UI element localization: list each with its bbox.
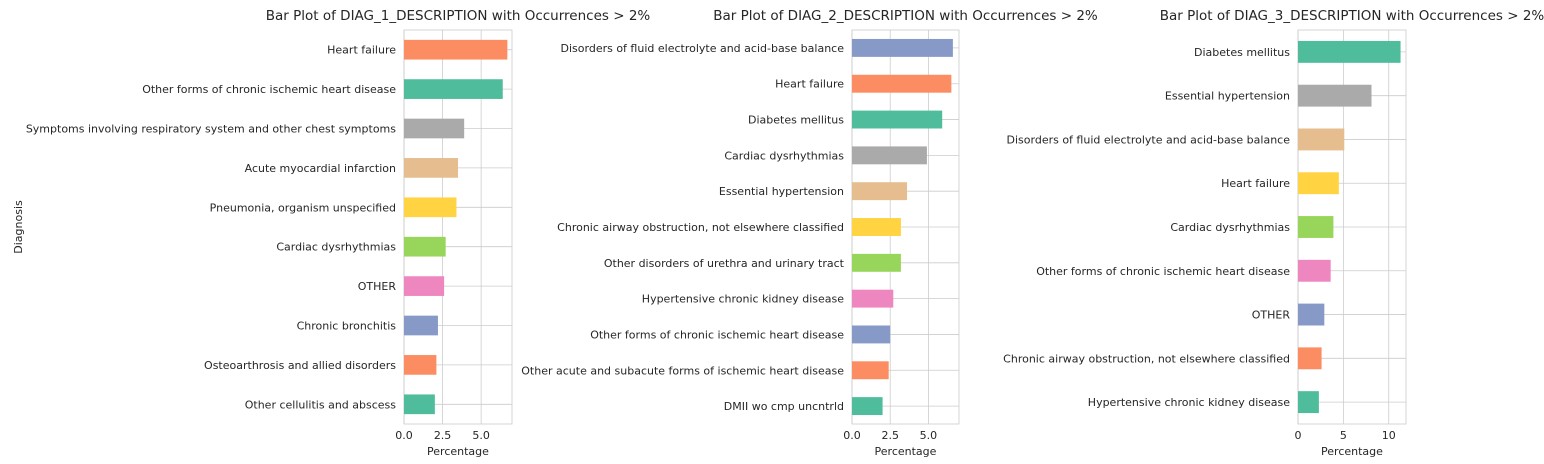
chart-title: Bar Plot of DIAG_2_DESCRIPTION with Occu… [713,8,1098,24]
category-label: Other forms of chronic ischemic heart di… [590,328,844,341]
x-tick-label: 2.5 [881,429,899,442]
category-label: Other cellulitis and abscess [245,398,397,411]
x-tick-label: 0.0 [395,429,413,442]
bar [852,110,943,129]
category-label: Chronic airway obstruction, not elsewher… [557,221,844,234]
bar [852,74,952,93]
category-label: Essential hypertension [719,185,844,198]
category-label: Heart failure [327,44,396,57]
x-tick-label: 5.0 [920,429,938,442]
bar [1298,259,1331,282]
category-label: Hypertensive chronic kidney disease [642,293,844,306]
bar [852,218,901,236]
bar [852,38,953,57]
bar [404,315,438,336]
category-label: Cardiac dysrhythmias [1170,221,1290,234]
x-axis-label: Percentage [427,445,489,458]
category-label: Acute myocardial infarction [245,162,396,175]
category-label: Hypertensive chronic kidney disease [1088,396,1290,409]
category-label: Disorders of fluid electrolyte and acid-… [561,42,845,55]
x-axis-label: Percentage [875,445,937,458]
bar [404,79,503,99]
x-tick-label: 0.0 [843,429,861,442]
bar [1298,128,1345,151]
category-label: Disorders of fluid electrolyte and acid-… [1007,133,1291,146]
x-tick-label: 10 [1382,429,1396,442]
bar [404,39,508,60]
bar-chart-3: Diabetes mellitus Essential hypertension D… [1003,8,1544,458]
bar [404,197,457,218]
category-label: Symptoms involving respiratory system an… [26,123,396,136]
chart-title: Bar Plot of DIAG_1_DESCRIPTION with Occu… [266,8,651,24]
category-label: Pneumonia, organism unspecified [210,201,396,214]
category-label: Chronic airway obstruction, not elsewher… [1003,352,1290,365]
bar [404,158,458,178]
bar [1298,172,1339,195]
bar-chart-2: Disorders of fluid electrolyte and acid-… [521,8,1098,458]
bar [404,394,435,415]
category-label: DMII wo cmp uncntrld [724,400,844,413]
bar [404,355,437,375]
category-label: Other disorders of urethra and urinary t… [604,257,845,270]
x-tick-label: 0 [1295,429,1302,442]
bar [1298,84,1372,107]
category-label: Diabetes mellitus [748,114,844,127]
bar [852,182,908,201]
category-label: Other forms of chronic ischemic heart di… [142,83,396,96]
category-label: OTHER [1252,309,1291,322]
plot-frame [403,29,513,425]
category-label: Cardiac dysrhythmias [276,241,396,254]
bar [852,253,901,272]
bar-chart-1: Heart failure Other forms of chronic isch… [12,8,650,458]
y-axis-label: Diagnosis [12,200,25,254]
category-label: Heart failure [775,78,844,91]
bar [852,325,891,344]
bar [404,236,446,257]
bar [1298,391,1319,414]
category-label: Osteoarthrosis and allied disorders [204,359,396,372]
x-tick-label: 5 [1340,429,1347,442]
bar [1298,347,1322,370]
bar [1298,216,1334,238]
category-label: Essential hypertension [1165,90,1290,103]
category-label: Other forms of chronic ischemic heart di… [1036,265,1290,278]
x-axis-label: Percentage [1321,445,1383,458]
x-tick-label: 5.0 [472,429,490,442]
category-label: Other acute and subacute forms of ischem… [521,364,844,377]
category-label: OTHER [358,280,397,293]
bar [1298,303,1325,326]
category-label: Diabetes mellitus [1194,46,1290,59]
bar [852,361,889,380]
x-tick-label: 2.5 [434,429,452,442]
bar [852,397,883,416]
category-label: Heart failure [1221,177,1290,190]
chart-title: Bar Plot of DIAG_3_DESCRIPTION with Occu… [1160,8,1544,24]
category-label: Chronic bronchitis [297,320,397,333]
bar [404,276,445,296]
bar [852,146,927,165]
category-label: Cardiac dysrhythmias [724,149,844,162]
bar [1298,40,1401,63]
bar [404,118,465,139]
bar [852,289,894,308]
